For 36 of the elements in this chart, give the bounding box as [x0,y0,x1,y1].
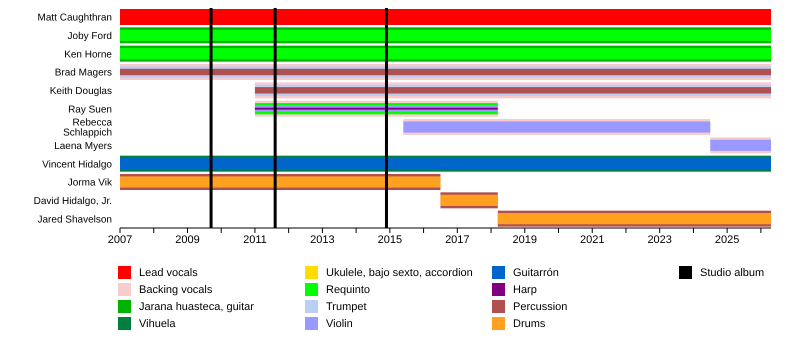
x-tick-label: 2025 [714,234,740,246]
y-tick-label: Brad Magers [54,68,112,79]
legend-label: Drums [513,318,546,330]
legend-label: Harp [513,284,537,296]
x-tick-label: 2009 [175,234,200,246]
legend-label: Percussion [513,300,568,312]
x-tick-label: 2007 [108,234,132,246]
x-tick-label: 2017 [445,234,470,246]
legend-label: Ukulele, bajo sexto, accordion [326,266,473,278]
legend-label: Violin [326,318,353,330]
x-tick-label: 2011 [243,234,267,246]
legend-label: Backing vocals [139,284,212,296]
x-tick-label: 2021 [580,234,604,246]
y-tick-label: Joby Ford [68,31,112,42]
x-tick-label: 2019 [512,234,538,246]
y-tick-label: Jared Shavelson [38,214,112,226]
y-tick-label: Matt Caughthran [38,12,112,24]
legend-label: Guitarrón [513,266,559,278]
legend-label: Studio album [700,266,764,278]
y-tick-label: Jorma Vik [68,178,113,189]
legend-label: Lead vocals [139,266,198,278]
legend-label: Jarana huasteca, guitar [139,300,254,312]
legend-label: Vihuela [139,318,176,330]
y-tick-label: David Hidalgo, Jr. [34,196,112,208]
y-tick-label: Keith Douglas [50,86,112,98]
y-tick-label: Rebecca Schlappich [63,118,112,139]
x-tick-label: 2023 [647,234,672,246]
x-tick-label: 2013 [310,234,335,246]
legend-label: Requinto [326,284,370,296]
y-tick-label: Laena Myers [54,141,112,152]
bar [120,9,771,25]
legend-label: Trumpet [326,300,367,312]
y-tick-label: Vincent Hidalgo [42,159,112,170]
x-tick-label: 2015 [378,234,402,246]
y-tick-label: Ken Horne [64,49,112,60]
y-tick-label: Ray Suen [68,104,112,116]
